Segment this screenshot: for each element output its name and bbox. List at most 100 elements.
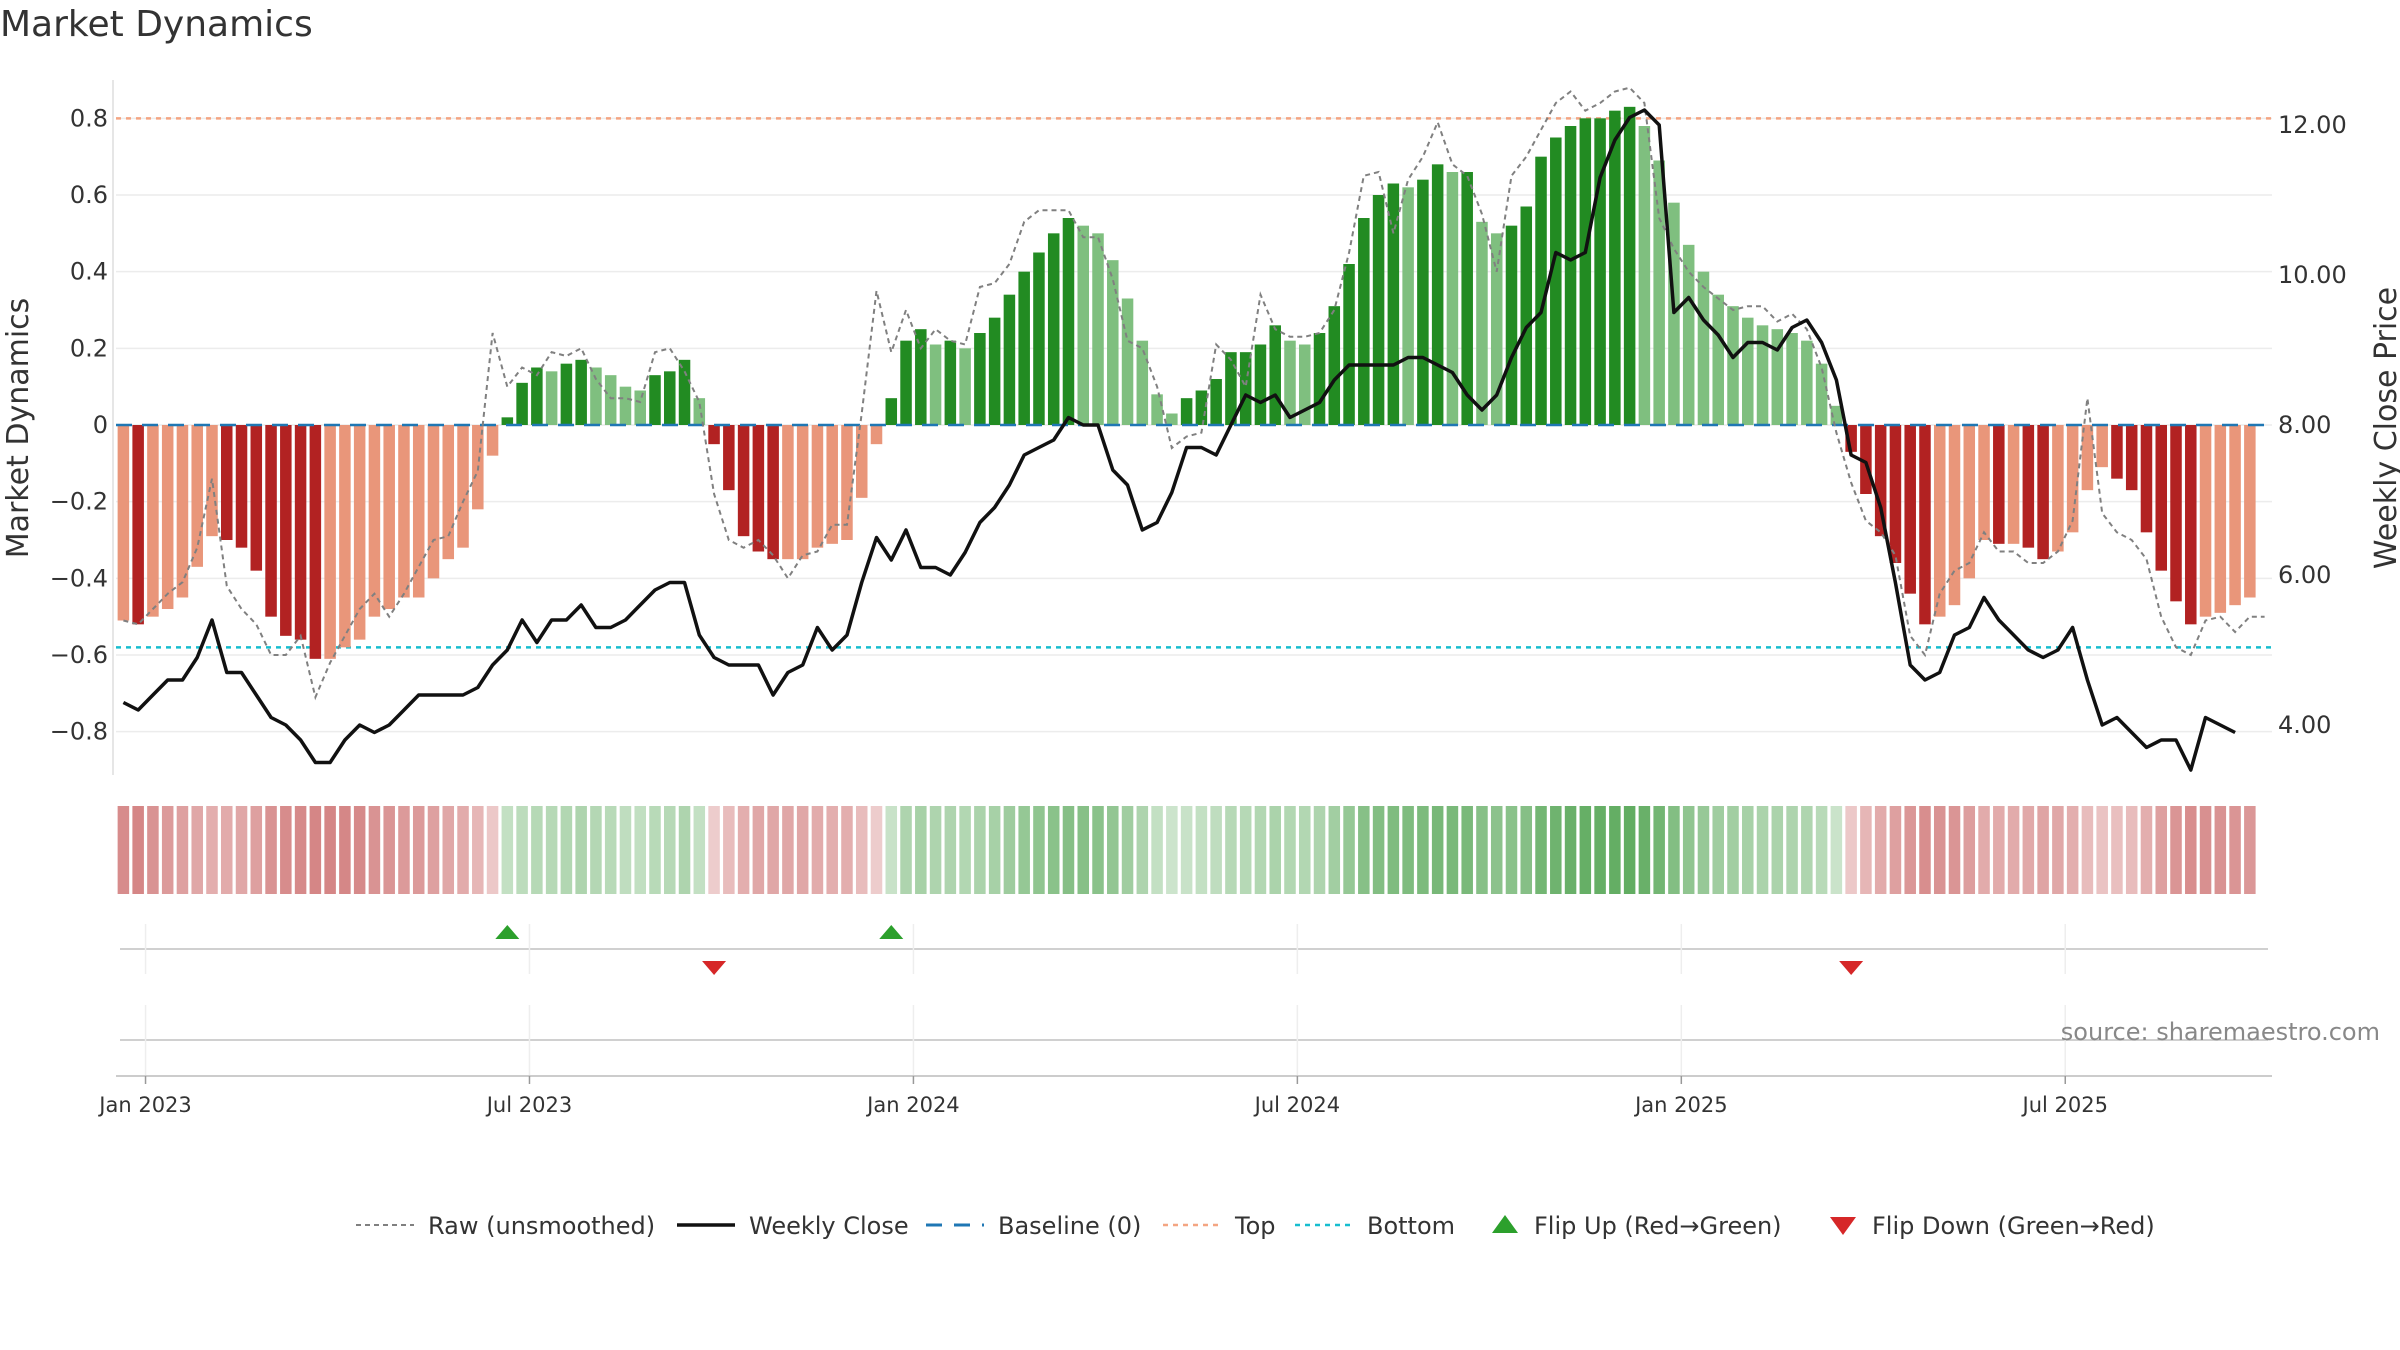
regime-strip-cell bbox=[1815, 806, 1828, 894]
y-tick-label: −0.4 bbox=[50, 564, 108, 592]
regime-strip-cell bbox=[1682, 806, 1695, 894]
legend-label: Raw (unsmoothed) bbox=[428, 1212, 655, 1240]
regime-strip-cell bbox=[604, 806, 617, 894]
regime-strip-cell bbox=[206, 806, 218, 894]
regime-strip bbox=[117, 806, 2256, 894]
market-dynamics-bar bbox=[1786, 333, 1798, 425]
regime-strip-cell bbox=[1402, 806, 1414, 894]
market-dynamics-bar bbox=[265, 425, 277, 617]
y-tick-label: −0.6 bbox=[50, 641, 108, 669]
regime-strip-cell bbox=[1417, 806, 1429, 894]
market-dynamics-bar bbox=[457, 425, 469, 548]
market-dynamics-bar bbox=[1372, 195, 1385, 425]
regime-strip-cell bbox=[1387, 806, 1400, 894]
market-dynamics-bar bbox=[855, 425, 868, 498]
regime-strip-cell bbox=[1889, 806, 1902, 894]
market-dynamics-bar bbox=[191, 425, 203, 567]
regime-strip-cell bbox=[959, 806, 971, 894]
market-dynamics-bar bbox=[427, 425, 440, 579]
market-dynamics-bar bbox=[959, 348, 971, 425]
market-dynamics-bar bbox=[1047, 233, 1060, 425]
market-dynamics-bar bbox=[1697, 271, 1710, 425]
regime-strip-cell bbox=[1269, 806, 1281, 894]
market-dynamics-bar bbox=[176, 425, 189, 598]
regime-strip-cell bbox=[737, 806, 750, 894]
y-axis-label: Market Dynamics bbox=[1, 298, 36, 559]
market-dynamics-bar bbox=[161, 425, 174, 609]
market-dynamics-bar bbox=[1003, 294, 1016, 425]
market-dynamics-bar bbox=[1801, 340, 1813, 425]
market-dynamics-bar bbox=[974, 333, 986, 425]
market-dynamics-bar bbox=[398, 425, 410, 598]
market-dynamics-bar bbox=[1830, 405, 1843, 425]
regime-strip-cell bbox=[161, 806, 174, 894]
market-dynamics-bar bbox=[737, 425, 750, 537]
regime-strip-cell bbox=[2081, 806, 2094, 894]
market-dynamics-bar bbox=[2007, 425, 2020, 544]
market-dynamics-bar bbox=[1431, 164, 1444, 426]
market-dynamics-bar bbox=[1062, 218, 1075, 425]
regime-strip-cell bbox=[708, 806, 720, 894]
market-dynamics-bar bbox=[147, 425, 159, 617]
regime-strip-cell bbox=[1638, 806, 1651, 894]
regime-strip-cell bbox=[929, 806, 942, 894]
market-dynamics-bar bbox=[1860, 425, 1872, 494]
regime-strip-cell bbox=[1476, 806, 1488, 894]
market-dynamics-bar bbox=[1550, 137, 1562, 425]
market-dynamics-bar bbox=[442, 425, 455, 560]
regime-strip-cell bbox=[2096, 806, 2108, 894]
regime-strip-cell bbox=[1180, 806, 1193, 894]
regime-strip-cell bbox=[796, 806, 809, 894]
regime-strip-cell bbox=[501, 806, 514, 894]
raw-series bbox=[123, 86, 2265, 701]
y2-axis-label: Weekly Close Price bbox=[2369, 287, 2400, 569]
legend-item: Weekly Close bbox=[677, 1212, 909, 1240]
market-dynamics-bar bbox=[575, 359, 587, 425]
market-dynamics-bar bbox=[649, 375, 661, 425]
regime-strip-cell bbox=[294, 806, 307, 894]
market-dynamics-bars bbox=[116, 106, 2272, 659]
x-tick-label: Jul 2024 bbox=[1253, 1093, 1340, 1117]
market-dynamics-bar bbox=[250, 425, 263, 571]
regime-strip-cell bbox=[1003, 806, 1016, 894]
market-dynamics-bar bbox=[1358, 218, 1370, 425]
market-dynamics-bar bbox=[1298, 344, 1311, 425]
market-dynamics-bar bbox=[1963, 425, 1976, 579]
regime-strip-cell bbox=[767, 806, 779, 894]
market-dynamics-bar bbox=[1815, 363, 1828, 425]
regime-strip-cell bbox=[412, 806, 425, 894]
regime-strip-cell bbox=[531, 806, 543, 894]
source-note: source: sharemaestro.com bbox=[2061, 1018, 2380, 1046]
regime-strip-cell bbox=[1092, 806, 1104, 894]
market-dynamics-bar bbox=[664, 371, 676, 425]
market-dynamics-bar bbox=[678, 359, 691, 425]
market-dynamics-bar bbox=[723, 425, 735, 491]
market-dynamics-bar bbox=[1933, 425, 1946, 617]
regime-strip-cell bbox=[1107, 806, 1119, 894]
y2-tick-label: 6.00 bbox=[2278, 561, 2331, 589]
regime-strip-cell bbox=[1077, 806, 1090, 894]
regime-strip-cell bbox=[1579, 806, 1592, 894]
market-dynamics-bar bbox=[1874, 425, 1887, 537]
regime-strip-cell bbox=[590, 806, 602, 894]
regime-strip-cell bbox=[442, 806, 455, 894]
regime-strip-cell bbox=[427, 806, 440, 894]
regime-strip-cell bbox=[309, 806, 322, 894]
regime-strip-cell bbox=[176, 806, 189, 894]
regime-strip-cell bbox=[2229, 806, 2241, 894]
regime-strip-cell bbox=[2052, 806, 2064, 894]
y2-tick-label: 10.00 bbox=[2278, 261, 2347, 289]
market-dynamics-bar bbox=[944, 340, 957, 425]
market-dynamics-bar bbox=[220, 425, 233, 540]
market-dynamics-bar bbox=[2081, 425, 2094, 491]
regime-strip-cell bbox=[353, 806, 366, 894]
regime-strip-cell bbox=[1933, 806, 1946, 894]
y-tick-label: 0.4 bbox=[70, 258, 108, 286]
legend-item: Top bbox=[1163, 1212, 1276, 1240]
regime-strip-cell bbox=[1358, 806, 1370, 894]
regime-strip-cell bbox=[1756, 806, 1769, 894]
market-dynamics-bar bbox=[1210, 379, 1222, 425]
market-dynamics-bar bbox=[383, 425, 395, 609]
market-dynamics-bar bbox=[693, 398, 706, 425]
market-dynamics-bar bbox=[2125, 425, 2138, 491]
